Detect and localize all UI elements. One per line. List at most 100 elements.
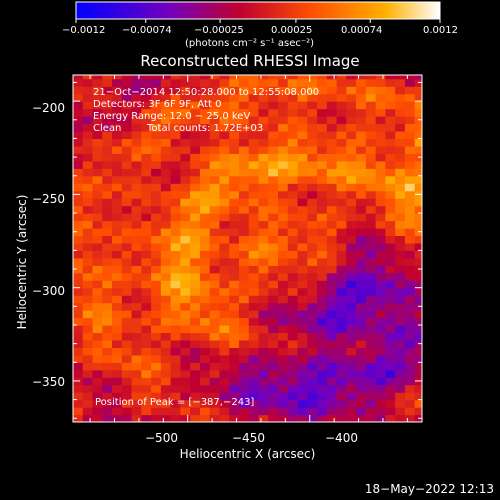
heatmap-cell: [278, 384, 289, 393]
heatmap-cell: [365, 175, 377, 184]
heatmap-cell: [102, 265, 113, 274]
heatmap-cell: [346, 116, 357, 125]
heatmap-cell: [131, 145, 142, 154]
heatmap-cell: [346, 332, 357, 341]
heatmap-cell: [170, 75, 181, 80]
heatmap-cell: [82, 242, 94, 251]
heatmap-cell: [141, 257, 152, 266]
heatmap-cell: [404, 227, 416, 237]
heatmap-cell: [92, 295, 103, 304]
heatmap-cell: [287, 123, 299, 132]
heatmap-cell: [180, 190, 191, 199]
heatmap-cell: [248, 183, 260, 192]
heatmap-cell: [131, 75, 142, 80]
heatmap-cell: [326, 280, 338, 289]
heatmap-cell: [404, 250, 416, 259]
heatmap-cell: [238, 324, 250, 334]
heatmap-cell: [385, 407, 396, 416]
heatmap-cell: [414, 317, 422, 326]
heatmap-cell: [346, 93, 357, 102]
heatmap-cell: [326, 242, 338, 251]
heatmap-cell: [121, 324, 133, 334]
heatmap-cell: [395, 160, 406, 169]
heatmap-cell: [287, 213, 299, 222]
heatmap-cell: [346, 198, 357, 207]
heatmap-cell: [112, 347, 123, 356]
heatmap-cell: [151, 175, 162, 184]
heatmap-cell: [395, 362, 406, 371]
heatmap-cell: [346, 190, 357, 199]
heatmap-cell: [170, 116, 181, 125]
heatmap-cell: [258, 175, 269, 184]
heatmap-cell: [112, 369, 123, 378]
heatmap-cell: [102, 347, 113, 356]
heatmap-cell: [404, 392, 416, 401]
heatmap-cell: [102, 257, 113, 266]
heatmap-cell: [141, 272, 152, 281]
heatmap-cell: [160, 280, 172, 289]
heatmap-cell: [121, 265, 133, 274]
heatmap-cell: [278, 362, 289, 371]
heatmap-cell: [395, 93, 406, 102]
heatmap-cell: [297, 339, 308, 348]
heatmap-cell: [336, 101, 347, 110]
heatmap-cell: [131, 175, 142, 184]
heatmap-cell: [365, 108, 377, 117]
heatmap-cell: [317, 377, 328, 386]
heatmap-cell: [190, 310, 201, 319]
heatmap-cell: [199, 339, 211, 348]
heatmap-cell: [112, 175, 123, 184]
heatmap-cell: [92, 213, 103, 222]
heatmap-cell: [190, 213, 201, 222]
heatmap-cell: [112, 168, 123, 177]
heatmap-cell: [238, 116, 250, 125]
heatmap-cell: [199, 175, 211, 184]
heatmap-cell: [356, 250, 367, 259]
heatmap-cell: [180, 93, 191, 102]
heatmap-cell: [385, 183, 396, 192]
heatmap-cell: [160, 101, 172, 110]
heatmap-cell: [336, 339, 347, 348]
x-tick-label-1: −450: [232, 431, 265, 445]
heatmap-cell: [346, 310, 357, 319]
heatmap-cell: [151, 145, 162, 154]
heatmap-cell: [199, 242, 211, 251]
heatmap-cell: [92, 220, 103, 229]
heatmap-cell: [209, 78, 221, 87]
y-tick-label-1: −300: [32, 284, 65, 298]
heatmap-cell: [121, 280, 133, 289]
heatmap-cell: [160, 250, 172, 259]
heatmap-cell: [141, 213, 152, 222]
heatmap-cell: [404, 138, 416, 147]
heatmap-cell: [375, 205, 386, 214]
heatmap-cell: [365, 257, 377, 266]
heatmap-cell: [151, 213, 162, 222]
heatmap-cell: [395, 116, 406, 125]
heatmap-cell: [395, 324, 406, 334]
axis-ticks: [73, 75, 422, 422]
heatmap-cell: [82, 183, 94, 192]
heatmap-cell: [336, 280, 347, 289]
heatmap-cell: [346, 86, 357, 95]
heatmap-cell: [365, 116, 377, 125]
heatmap-cell: [385, 265, 396, 274]
heatmap-cell: [287, 250, 299, 259]
heatmap-cell: [190, 138, 201, 147]
heatmap-cell: [356, 138, 367, 147]
heatmap-cell: [385, 302, 396, 311]
heatmap-cell: [346, 399, 357, 408]
heatmap-cell: [209, 354, 221, 363]
heatmap-cell: [375, 302, 386, 311]
heatmap-cell: [278, 280, 289, 289]
heatmap-cell: [238, 384, 250, 393]
heatmap-cell: [317, 317, 328, 326]
heatmap-cell: [92, 93, 103, 102]
heatmap-cell: [287, 175, 299, 184]
heatmap-cell: [365, 362, 377, 371]
heatmap-cell: [248, 93, 260, 102]
heatmap-cell: [131, 407, 142, 416]
heatmap-cell: [209, 160, 221, 169]
heatmap-cell: [102, 198, 113, 207]
heatmap-cell: [297, 145, 308, 154]
heatmap-cell: [346, 295, 357, 304]
